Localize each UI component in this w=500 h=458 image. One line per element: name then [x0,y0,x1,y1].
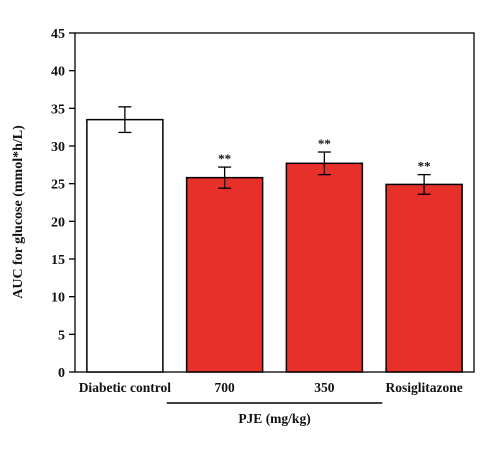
y-tick-label-8: 40 [51,65,65,80]
plot-frame [74,32,475,373]
y-tick-label-9: 45 [51,27,65,42]
y-tick-label-5: 25 [51,178,65,193]
x-category-label-2: 350 [314,380,335,395]
bars-group [86,118,463,373]
y-tick-label-6: 30 [51,140,65,155]
y-axis-title: AUC for glucose (mmol*h/L) [11,125,26,299]
bar-0 [86,118,164,373]
significance-group: ** ** ** [218,136,431,174]
x-category-label-3: Rosiglitazone [386,380,463,395]
bar-3 [385,183,463,373]
y-tick-label-2: 10 [51,291,65,306]
y-tick-label-7: 35 [51,102,65,117]
x-category-label-0: Diabetic control [79,380,172,395]
group-bracket: PJE (mg/kg) [166,402,383,426]
error-bars-group [118,106,431,195]
x-category-label-1: 700 [215,380,236,395]
plot-border [74,32,475,373]
bar-2 [285,162,364,373]
x-axis: Diabetic control 700 350 Rosiglitazone [79,380,463,395]
group-label: PJE (mg/kg) [238,411,310,426]
significance-marker-2: ** [318,136,331,151]
significance-marker-1: ** [218,151,231,166]
significance-marker-3: ** [418,159,431,174]
y-tick-label-3: 15 [51,253,65,268]
bar-1 [185,176,264,373]
y-tick-label-1: 5 [58,328,65,343]
y-tick-label-0: 0 [58,366,65,381]
y-axis: 0 5 10 15 20 25 30 35 40 45 [51,27,75,381]
y-tick-label-4: 20 [51,215,65,230]
